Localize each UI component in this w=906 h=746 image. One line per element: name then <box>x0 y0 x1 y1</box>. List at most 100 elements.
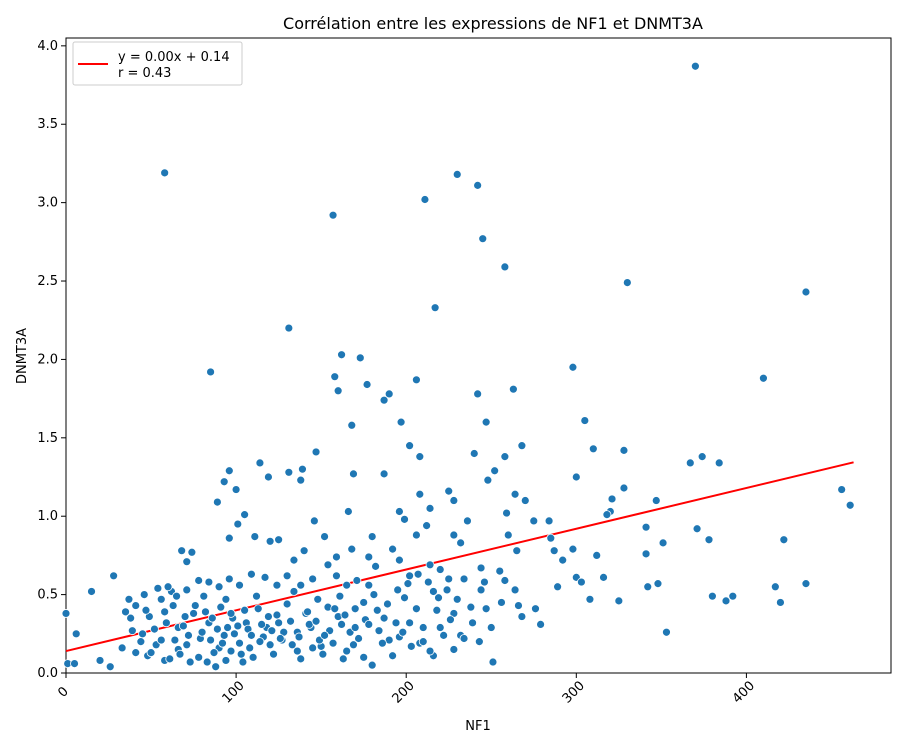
scatter-point <box>211 662 221 672</box>
scatter-point <box>536 620 545 629</box>
scatter-point <box>161 618 171 628</box>
scatter-point <box>282 599 292 609</box>
scatter-point <box>463 516 472 526</box>
scatter-point <box>510 585 520 595</box>
scatter-point <box>412 604 421 614</box>
scatter-point <box>488 657 498 667</box>
scatter-point <box>352 576 362 585</box>
scatter-point <box>189 609 198 618</box>
scatter-point <box>396 417 406 427</box>
scatter-point <box>439 630 449 640</box>
y-tick-label: 3.5 <box>37 117 58 132</box>
scatter-point <box>165 654 175 664</box>
scatter-point <box>303 607 312 617</box>
scatter-point <box>224 533 234 543</box>
scatter-point <box>320 630 329 640</box>
scatter-point <box>156 594 166 604</box>
scatter-point <box>520 496 530 505</box>
scatter-point <box>177 546 187 556</box>
scatter-point <box>400 593 409 603</box>
scatter-point <box>553 582 562 592</box>
scatter-point <box>481 417 491 427</box>
scatter-point <box>233 519 243 529</box>
scatter-point <box>168 601 178 610</box>
scatter-point <box>384 389 394 399</box>
scatter-point <box>338 654 348 664</box>
scatter-point <box>476 563 486 573</box>
scatter-point <box>127 626 137 636</box>
scatter-point <box>721 596 731 606</box>
scatter-point <box>517 612 527 621</box>
scatter-point <box>728 591 738 601</box>
scatter-point <box>61 609 71 618</box>
scatter-point <box>599 572 608 582</box>
scatter-point <box>150 624 159 634</box>
scatter-point <box>394 507 404 516</box>
x-tick-label: 200 <box>390 678 418 706</box>
scatter-point <box>643 582 653 592</box>
scatter-point <box>323 560 333 570</box>
scatter-point <box>146 648 156 658</box>
scatter-point <box>486 623 496 632</box>
x-ticks-layer: 0 100 200 300 400 <box>55 673 758 707</box>
scatter-point <box>274 618 284 628</box>
scatter-point <box>206 635 215 645</box>
scatter-point <box>641 549 651 559</box>
scatter-point <box>221 656 231 665</box>
scatter-point <box>372 605 382 615</box>
scatter-point <box>364 552 374 562</box>
scatter-point <box>231 485 241 494</box>
scatter-point <box>446 615 455 625</box>
scatter-point <box>219 477 229 487</box>
scatter-point <box>131 601 141 610</box>
scatter-point <box>512 546 522 556</box>
scatter-point <box>296 475 306 485</box>
scatter-point <box>622 278 632 287</box>
scatter-point <box>204 577 214 587</box>
scatter-point <box>163 582 173 592</box>
scatter-point <box>658 538 668 548</box>
scatter-point <box>226 609 236 618</box>
scatter-point <box>837 485 847 494</box>
scatter-point <box>223 623 233 632</box>
scatter-point <box>219 630 229 640</box>
scatter-point <box>202 657 212 667</box>
scatter-point <box>434 593 443 603</box>
legend-line-text: r = 0.43 <box>118 66 171 81</box>
fit-layer <box>65 461 854 653</box>
scatter-point <box>367 660 377 670</box>
scatter-point <box>770 582 780 592</box>
x-axis-label: NF1 <box>465 719 490 734</box>
legend-label: y = 0.00x + 0.14 r = 0.43 <box>118 50 230 81</box>
scatter-point <box>662 627 671 637</box>
scatter-point <box>398 627 408 637</box>
scatter-point <box>435 565 445 574</box>
scatter-point <box>284 323 294 333</box>
scatter-point <box>247 569 256 579</box>
scatter-point <box>558 555 568 565</box>
scatter-point <box>468 618 477 628</box>
scatter-point <box>238 657 248 667</box>
chart-title: Corrélation entre les expressions de NF1… <box>283 14 703 33</box>
scatter-point <box>296 580 306 590</box>
scatter-point <box>459 634 469 643</box>
scatter-point <box>311 616 321 626</box>
scatter-point <box>253 604 263 614</box>
scatter-point <box>248 652 258 662</box>
scatter-point <box>190 601 200 610</box>
scatter-point <box>403 579 413 589</box>
scatter-point <box>124 594 134 604</box>
scatter-point <box>500 262 510 272</box>
scatter-point <box>117 643 127 653</box>
scatter-point <box>320 532 329 541</box>
scatter-point <box>568 362 578 372</box>
scatter-point <box>95 656 105 665</box>
scatter-point <box>272 580 282 590</box>
scatter-point <box>444 486 454 496</box>
scatter-point <box>473 180 483 190</box>
scatter-point <box>121 607 130 617</box>
scatter-point <box>444 574 454 584</box>
scatter-point <box>308 574 318 584</box>
scatter-point <box>296 654 306 664</box>
scatter-point <box>776 598 785 607</box>
